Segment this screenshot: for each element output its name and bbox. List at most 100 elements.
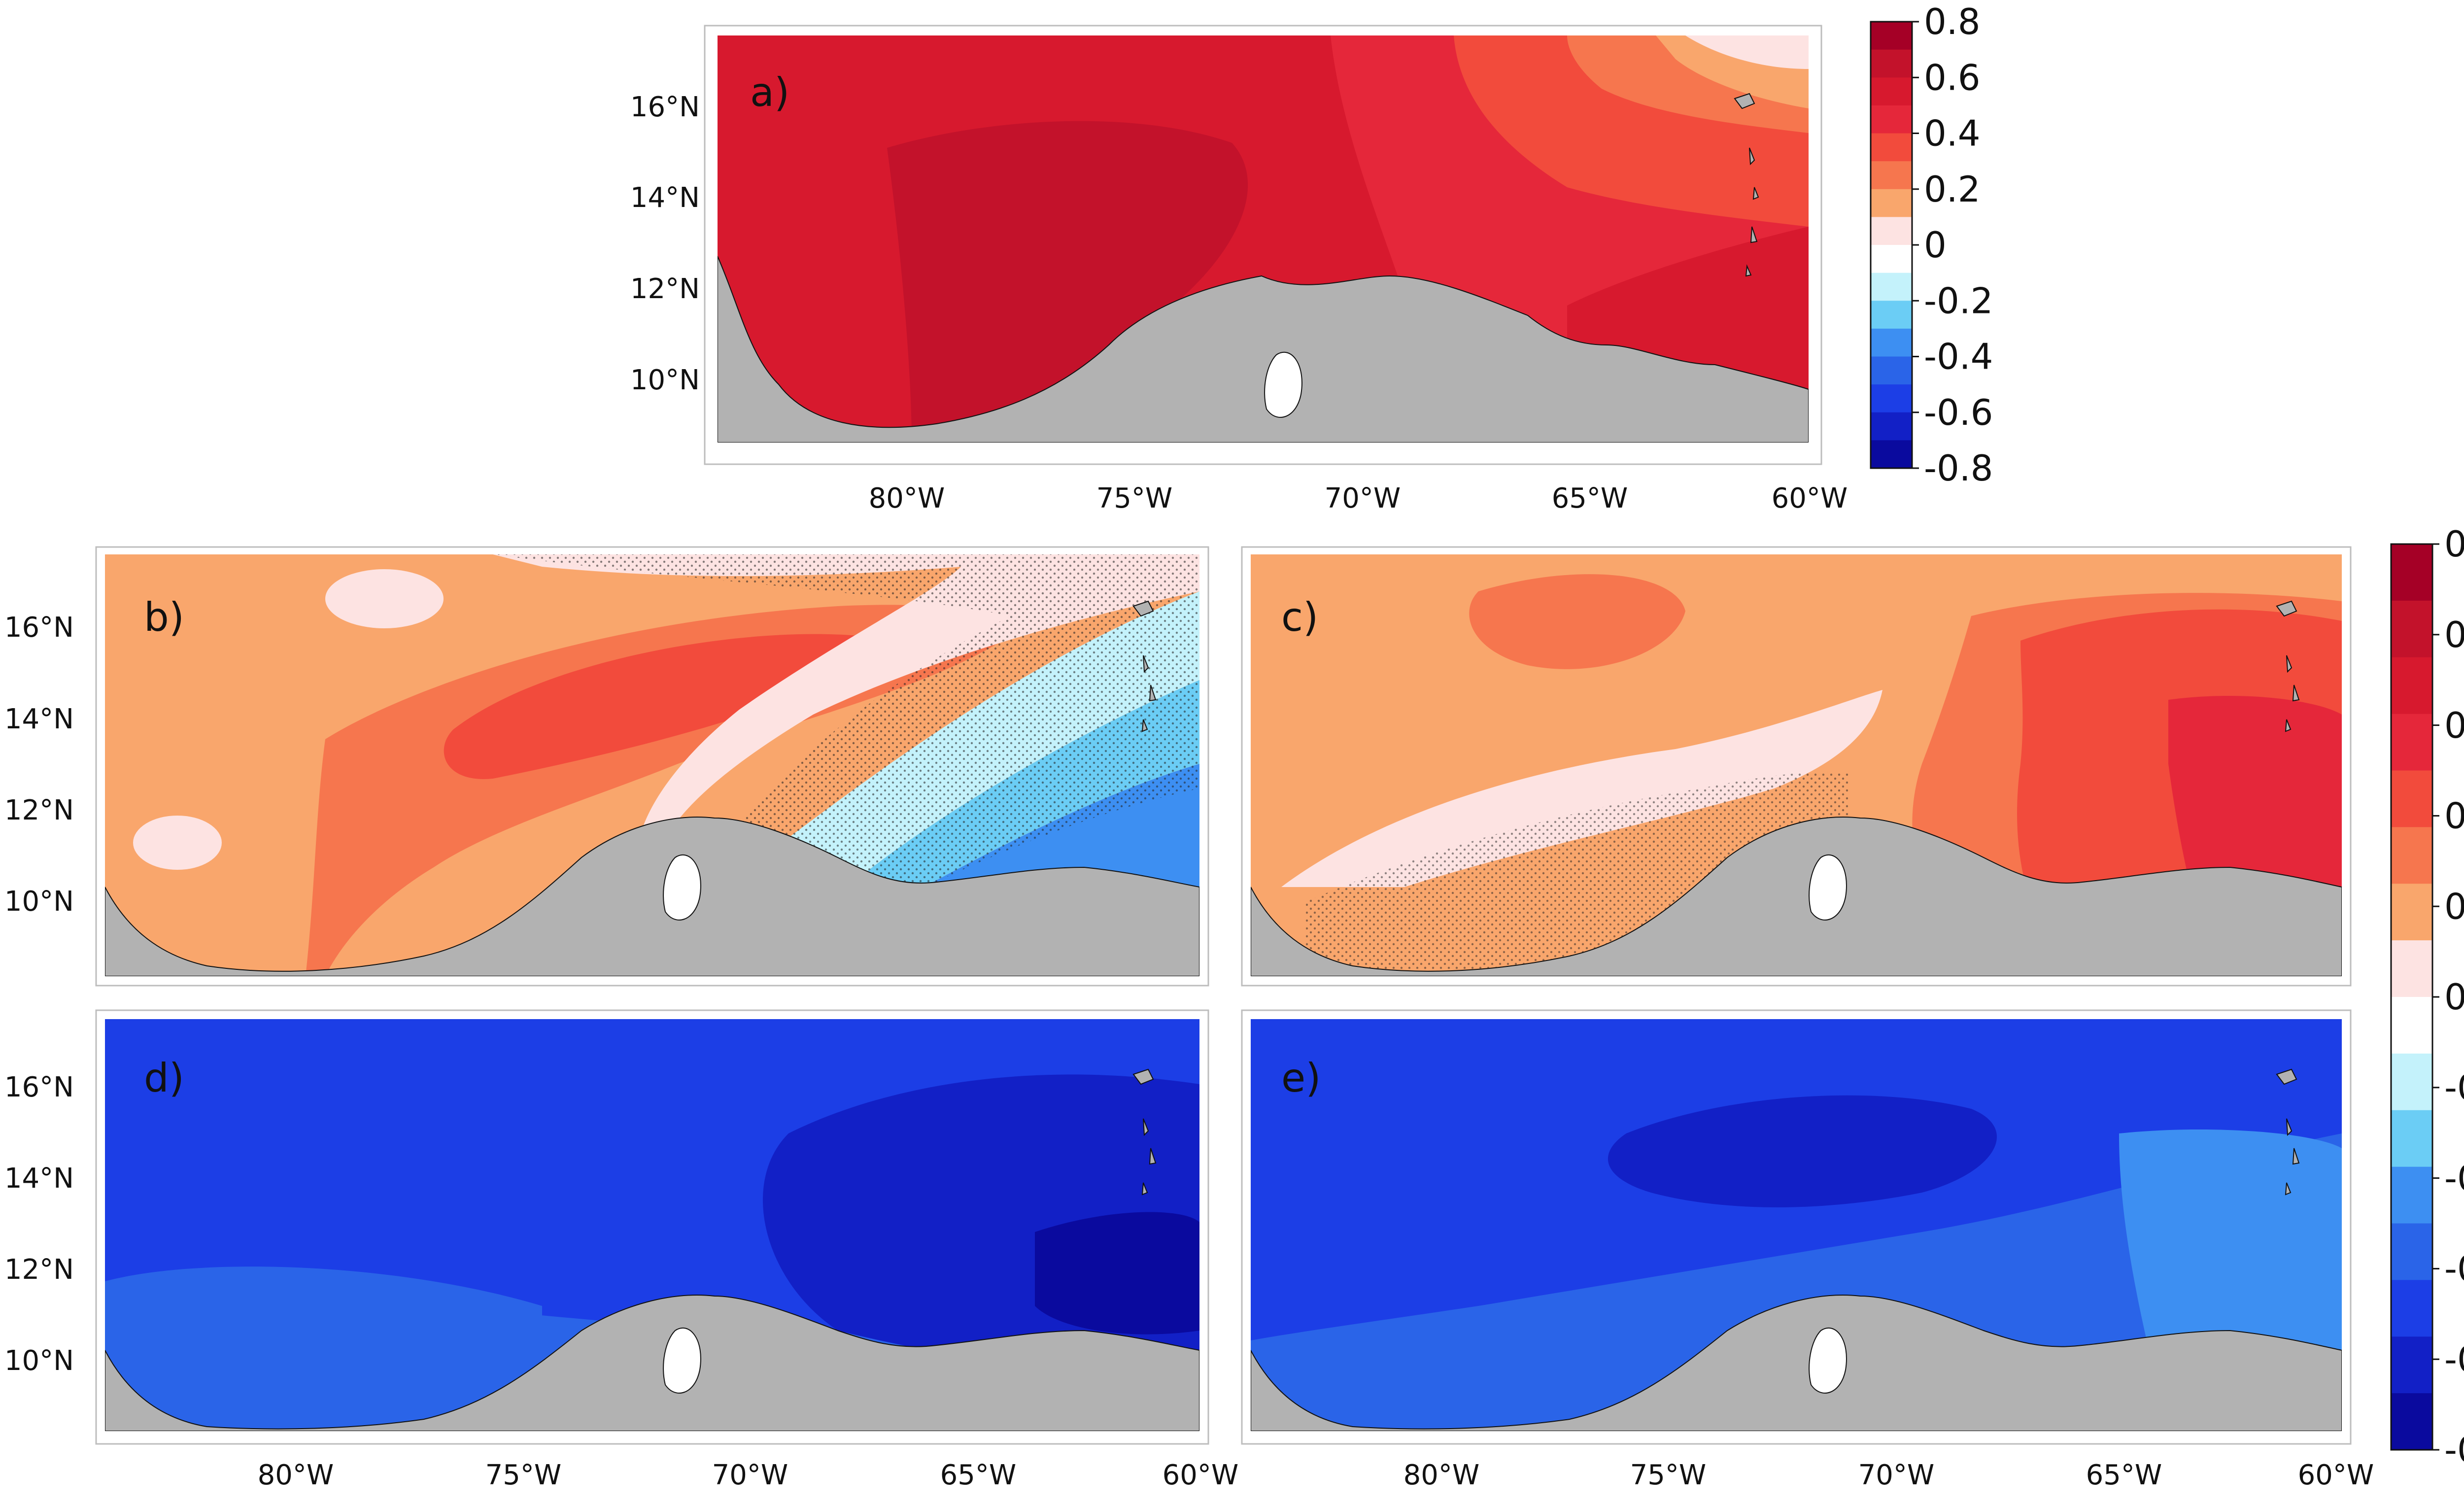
panel-d-label: d) — [144, 1055, 184, 1101]
colorbar-bottom-swatch-5 — [2391, 827, 2432, 884]
colorbar-bottom-swatch-14 — [2391, 1336, 2432, 1394]
panel-b-contour-white — [493, 554, 1199, 887]
lat-tick-10n: 10°N — [630, 364, 700, 396]
colorbar-top-swatch-5 — [1871, 161, 1912, 190]
colorbar-top-label-7: -0.6 — [1924, 392, 1993, 433]
panel-c-contour-n — [1469, 574, 1685, 669]
colorbar-bottom-swatch-6 — [2391, 884, 2432, 941]
colorbar-top-swatch-12 — [1871, 356, 1912, 385]
colorbar-top-label-3: 0.2 — [1924, 169, 1981, 210]
lon-tick-80w-d: 80°W — [258, 1459, 334, 1491]
panel-d: d) — [95, 1009, 1209, 1445]
colorbar-top-swatch-14 — [1871, 412, 1912, 441]
colorbar-bottom-label-2: 0.15 — [2444, 705, 2464, 746]
colorbar-bottom-label-8: -0.15 — [2444, 1248, 2464, 1290]
colorbar-top-swatch-2 — [1871, 77, 1912, 106]
lat-tick-14n-d: 14°N — [4, 1163, 74, 1195]
panel-a-contour-ne3 — [1685, 35, 1809, 69]
colorbar-bottom-swatch-13 — [2391, 1280, 2432, 1337]
panel-e: e) — [1241, 1009, 2352, 1445]
lon-tick-60w: 60°W — [1772, 482, 1848, 514]
colorbar-top-label-0: 0.8 — [1924, 1, 1981, 42]
lon-tick-70w-e: 70°W — [1858, 1459, 1935, 1491]
colorbar-bottom-swatch-8 — [2391, 997, 2432, 1054]
colorbar-top-swatch-11 — [1871, 328, 1912, 357]
colorbar-top-label-6: -0.4 — [1924, 336, 1993, 377]
colorbar-bottom-label-10: -0.25 — [2444, 1429, 2464, 1471]
panel-d-lake — [663, 1327, 701, 1394]
lon-tick-80w: 80°W — [869, 482, 945, 514]
lon-tick-65w: 65°W — [1552, 482, 1628, 514]
colorbar-bottom-label-5: 0 — [2444, 976, 2464, 1018]
lon-tick-80w-e: 80°W — [1403, 1459, 1480, 1491]
panel-b-stipple — [493, 554, 1199, 907]
panel-d-land — [105, 1295, 1199, 1431]
colorbar-bottom-swatch-11 — [2391, 1166, 2432, 1224]
panel-e-contour-core — [1608, 1095, 1997, 1207]
colorbar-bottom-swatch-9 — [2391, 1053, 2432, 1111]
panel-b: b) — [95, 546, 1209, 987]
panel-a-label: a) — [750, 69, 789, 115]
lon-tick-75w-e: 75°W — [1630, 1459, 1707, 1491]
colorbar-top-swatch-13 — [1871, 384, 1912, 413]
panel-c-label: c) — [1281, 594, 1318, 640]
colorbar-top-swatch-8 — [1871, 245, 1912, 274]
lower-left-lat-ticks: 16°N 14°N 12°N 10°N 16°N 14°N 12°N 10°N — [4, 612, 74, 1377]
colorbar-top-swatch-10 — [1871, 301, 1912, 329]
colorbar-top-label-2: 0.4 — [1924, 113, 1981, 154]
colorbar-top-swatch-3 — [1871, 105, 1912, 134]
panel-b-blob-sw — [133, 816, 222, 870]
colorbar-bottom: 0.25 0.2 0.15 0.1 0.05 0 -0.05 -0.1 -0.15 -0.2 -0.… — [2390, 523, 2464, 1471]
lon-tick-75w-d: 75°W — [485, 1459, 562, 1491]
colorbar-bottom-swatch-12 — [2391, 1223, 2432, 1280]
lat-tick-16n-d: 16°N — [4, 1071, 74, 1103]
panel-b-lake — [663, 854, 701, 921]
colorbar-bottom-swatch-3 — [2391, 714, 2432, 771]
panel-b-blob-nw — [325, 569, 444, 628]
panel-a-contour-high — [887, 121, 1248, 443]
bottom-lon-ticks: 80°W 75°W 70°W 65°W 60°W 80°W 75°W 70°W … — [258, 1459, 2374, 1491]
panel-e-lake — [1809, 1327, 1847, 1394]
colorbar-top-label-8: -0.8 — [1924, 447, 1993, 489]
panel-c: c) — [1241, 546, 2352, 987]
colorbar-bottom-label-4: 0.05 — [2444, 886, 2464, 927]
lon-tick-60w-d: 60°W — [1163, 1459, 1239, 1491]
colorbar-top-label-1: 0.6 — [1924, 57, 1981, 98]
lon-tick-75w: 75°W — [1096, 482, 1173, 514]
panel-d-contour-sw — [105, 1266, 542, 1431]
colorbar-bottom-label-1: 0.2 — [2444, 614, 2464, 655]
lat-tick-12n-d: 12°N — [4, 1254, 74, 1286]
colorbar-top-swatch-6 — [1871, 189, 1912, 217]
colorbar-bottom-label-7: -0.1 — [2444, 1158, 2464, 1199]
colorbar-bottom-swatch-2 — [2391, 657, 2432, 715]
colorbar-top-swatch-7 — [1871, 217, 1912, 245]
colorbar-top: 0.8 0.6 0.4 0.2 0 -0.2 -0.4 -0.6 -0.8 — [1870, 1, 1993, 489]
lat-tick-16n-b: 16°N — [4, 612, 74, 644]
panel-c-land — [1251, 817, 2342, 976]
panel-c-contour-white — [1281, 690, 1882, 887]
colorbar-bottom-label-3: 0.1 — [2444, 795, 2464, 837]
panel-c-islands — [2276, 600, 2300, 732]
panel-d-contour-se — [1035, 1212, 1199, 1335]
panel-a: a) 16°N 14°N 12°N 10°N 80°W 75°W 70°W 65… — [630, 25, 1848, 514]
panel-a-lon-ticks: 80°W 75°W 70°W 65°W 60°W — [869, 482, 1848, 514]
panel-a-islands — [1734, 93, 1759, 277]
colorbar-bottom-label-0: 0.25 — [2444, 523, 2464, 565]
colorbar-top-swatch-0 — [1871, 22, 1912, 50]
lat-tick-10n-b: 10°N — [4, 886, 74, 918]
lat-tick-14n: 14°N — [630, 182, 700, 214]
panel-b-contour-red — [444, 634, 872, 779]
panel-e-land — [1251, 1295, 2342, 1431]
colorbar-top-swatch-4 — [1871, 133, 1912, 162]
colorbar-bottom-swatch-7 — [2391, 940, 2432, 997]
panel-a-land — [718, 256, 1809, 443]
panel-e-label: e) — [1281, 1055, 1321, 1101]
lon-tick-65w-d: 65°W — [940, 1459, 1017, 1491]
colorbar-top-label-4: 0 — [1924, 224, 1947, 266]
panel-a-lake — [1264, 351, 1302, 418]
colorbar-top-swatch-15 — [1871, 440, 1912, 469]
colorbar-bottom-label-6: -0.05 — [2444, 1067, 2464, 1108]
lat-tick-14n-b: 14°N — [4, 703, 74, 735]
lon-tick-65w-e: 65°W — [2086, 1459, 2162, 1491]
